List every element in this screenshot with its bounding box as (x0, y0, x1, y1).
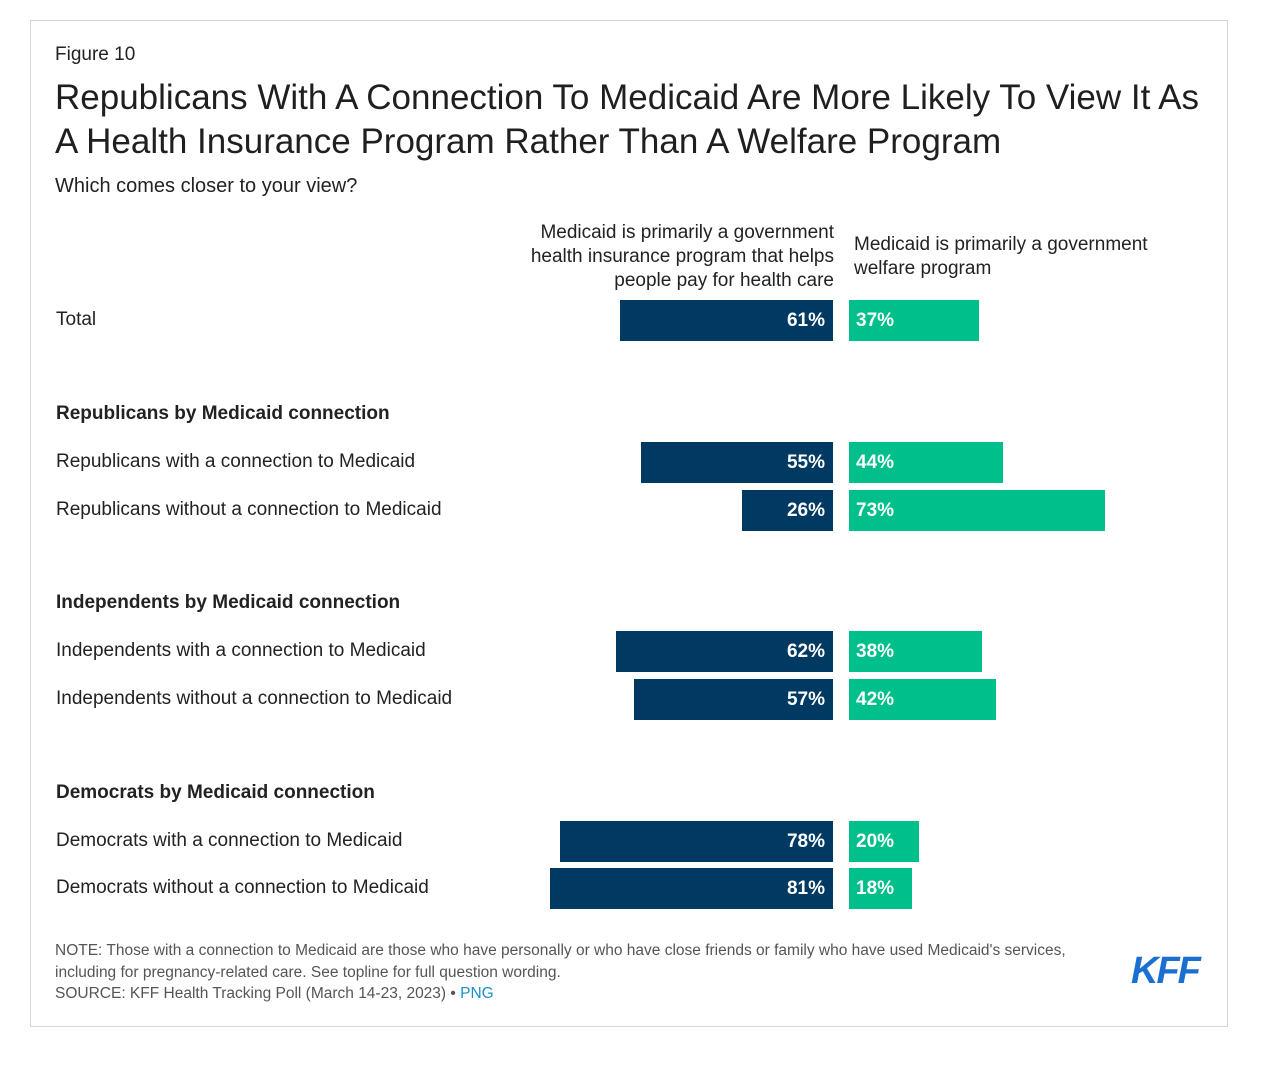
category-label: Republicans with a connection to Medicai… (56, 451, 416, 472)
group-label: Democrats by Medicaid connection (56, 782, 375, 803)
chart-source: SOURCE: KFF Health Tracking Poll (March … (55, 985, 494, 1003)
bar-label-insurance: 57% (786, 689, 825, 710)
bar-welfare (849, 442, 1003, 483)
series-header-insurance: Medicaid is primarily a government healt… (530, 222, 834, 291)
bar-insurance (616, 631, 833, 672)
group-label: Republicans by Medicaid connection (56, 403, 390, 424)
bar-label-insurance: 81% (786, 878, 825, 899)
category-label: Republicans without a connection to Medi… (56, 499, 442, 520)
bar-welfare (849, 821, 919, 862)
bar-label-welfare: 18% (856, 878, 895, 899)
bar-insurance (619, 300, 833, 341)
bar-insurance (549, 868, 833, 909)
bar-label-insurance: 55% (786, 452, 825, 473)
series-header-welfare: Medicaid is primarily a government welfa… (854, 234, 1148, 279)
bar-label-welfare: 44% (856, 452, 895, 473)
bar-label-insurance: 61% (786, 310, 825, 331)
category-label: Independents with a connection to Medica… (56, 640, 426, 661)
bar-insurance (560, 821, 833, 862)
bar-label-welfare: 42% (856, 689, 895, 710)
bar-insurance (742, 490, 833, 531)
bar-label-welfare: 38% (856, 641, 895, 662)
kff-logo: KFF (1131, 950, 1201, 992)
bar-label-insurance: 78% (786, 831, 825, 852)
bar-welfare (849, 679, 996, 720)
bar-welfare (849, 300, 979, 341)
bar-insurance (640, 442, 833, 483)
chart-subtitle: Which comes closer to your view? (55, 175, 358, 197)
bar-label-insurance: 62% (786, 641, 825, 662)
figure-label: Figure 10 (55, 44, 136, 65)
category-label: Total (56, 309, 97, 330)
category-label: Independents without a connection to Med… (56, 688, 453, 709)
chart-title: Republicans With A Connection To Medicai… (55, 78, 1199, 161)
category-label: Democrats without a connection to Medica… (56, 877, 429, 898)
source-text: SOURCE: KFF Health Tracking Poll (March … (55, 985, 456, 1002)
bar-label-welfare: 37% (856, 310, 895, 331)
bar-label-welfare: 20% (856, 831, 895, 852)
bar-insurance (633, 679, 833, 720)
chart-note: NOTE: Those with a connection to Medicai… (55, 942, 1066, 981)
bar-welfare (849, 631, 982, 672)
bar-welfare (849, 490, 1105, 531)
bar-welfare (849, 868, 912, 909)
chart-frame (30, 20, 1228, 1027)
group-label: Independents by Medicaid connection (56, 592, 401, 613)
png-link[interactable]: PNG (460, 985, 494, 1002)
bar-label-insurance: 26% (786, 500, 825, 521)
category-label: Democrats with a connection to Medicaid (56, 830, 403, 851)
bar-label-welfare: 73% (856, 500, 895, 521)
